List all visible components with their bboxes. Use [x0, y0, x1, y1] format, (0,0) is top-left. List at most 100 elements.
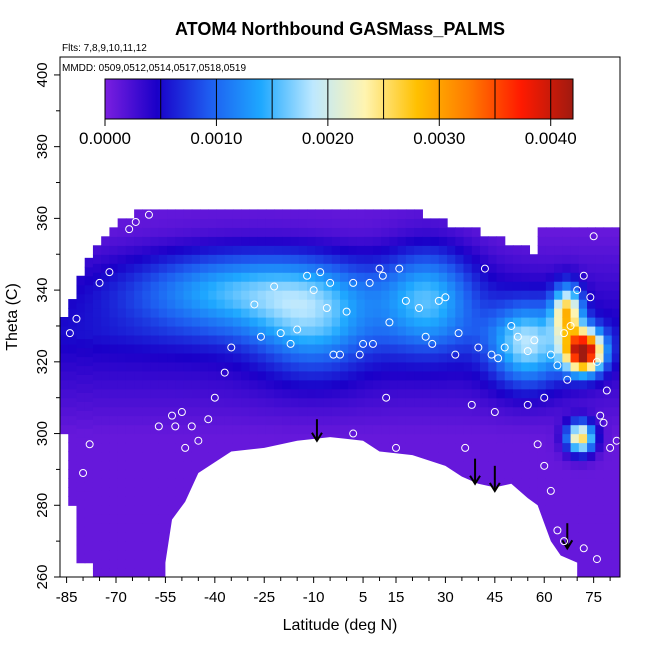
field-cell	[512, 469, 522, 479]
observation-point	[467, 400, 476, 409]
field-cell	[125, 397, 135, 408]
field-cell	[76, 302, 86, 313]
field-cell	[298, 227, 308, 237]
field-cell	[603, 415, 613, 426]
field-cell	[216, 317, 226, 327]
field-cell	[158, 559, 168, 569]
field-cell	[232, 442, 242, 453]
field-cell	[134, 352, 143, 363]
field-cell	[125, 550, 135, 560]
field-cell	[340, 254, 349, 264]
field-cell	[422, 388, 432, 399]
field-cell	[364, 299, 374, 309]
observation-point	[434, 296, 443, 305]
field-cell	[92, 541, 102, 551]
field-cell	[282, 397, 292, 408]
field-cell	[323, 325, 333, 336]
field-cell	[381, 379, 391, 390]
field-cell	[142, 334, 152, 345]
field-cell	[372, 317, 382, 327]
field-cell	[529, 442, 539, 453]
field-cell	[191, 442, 201, 453]
field-cell	[60, 406, 69, 417]
field-cell	[241, 361, 251, 372]
field-cell	[438, 424, 448, 435]
field-cell	[298, 281, 308, 291]
field-cell	[521, 325, 531, 336]
field-cell	[142, 317, 152, 327]
field-cell	[175, 334, 185, 345]
field-cell	[611, 245, 620, 255]
field-cell	[521, 352, 531, 363]
field-cell	[158, 442, 168, 453]
field-cell	[331, 254, 341, 264]
field-cell	[257, 245, 267, 255]
field-cell	[587, 254, 596, 264]
field-cell	[224, 343, 234, 354]
field-cell	[158, 460, 168, 471]
field-cell	[158, 352, 168, 363]
flights-label: Flts: 7,8,9,10,11,12	[62, 43, 147, 54]
field-cell	[92, 290, 102, 300]
observation-point	[385, 318, 394, 327]
field-cell	[200, 281, 209, 291]
field-cell	[142, 559, 152, 569]
field-cell	[356, 334, 366, 345]
field-cell	[496, 478, 506, 488]
field-cell	[529, 361, 539, 372]
field-cell	[315, 272, 325, 282]
field-cell	[265, 388, 275, 399]
field-cell	[257, 442, 267, 453]
field-cell	[611, 397, 620, 408]
field-cell	[471, 236, 481, 246]
field-cell	[471, 334, 481, 345]
field-cell	[331, 308, 341, 318]
field-cell	[512, 478, 522, 488]
field-cell	[471, 397, 481, 408]
field-cell	[274, 227, 283, 237]
field-cell	[554, 541, 563, 551]
field-cell	[117, 263, 127, 273]
field-cell	[504, 460, 514, 471]
observation-point	[256, 332, 265, 341]
field-cell	[200, 254, 209, 264]
field-cell	[150, 272, 160, 282]
field-cell	[447, 442, 456, 453]
field-cell	[200, 406, 209, 417]
surface-mask	[165, 437, 578, 577]
field-cell	[109, 568, 119, 577]
field-cell	[595, 317, 605, 327]
field-cell	[348, 209, 358, 219]
field-cell	[158, 397, 168, 408]
field-cell	[216, 451, 226, 462]
field-cell	[257, 236, 267, 246]
field-cell	[101, 433, 111, 444]
field-cell	[84, 311, 94, 322]
field-cell	[109, 478, 119, 488]
field-cell	[504, 451, 514, 462]
field-cell	[298, 218, 308, 228]
field-cell	[405, 325, 415, 336]
field-cell	[290, 272, 300, 282]
field-cell	[554, 352, 563, 363]
field-cell	[331, 227, 341, 237]
field-cell	[282, 236, 292, 246]
field-cell	[142, 370, 152, 381]
field-cell	[241, 254, 251, 264]
field-cell	[167, 352, 176, 363]
field-cell	[397, 415, 407, 426]
field-cell	[68, 397, 78, 408]
field-cell	[109, 397, 119, 408]
field-cell	[101, 406, 111, 417]
field-cell	[265, 317, 275, 327]
field-cell	[307, 209, 316, 219]
field-cell	[183, 442, 193, 453]
field-cell	[447, 245, 456, 255]
field-cell	[323, 254, 333, 264]
field-cell	[191, 218, 201, 228]
field-cell	[463, 272, 473, 282]
field-cell	[158, 325, 168, 336]
field-cell	[430, 254, 440, 264]
field-cell	[241, 209, 251, 219]
field-cell	[200, 334, 209, 345]
